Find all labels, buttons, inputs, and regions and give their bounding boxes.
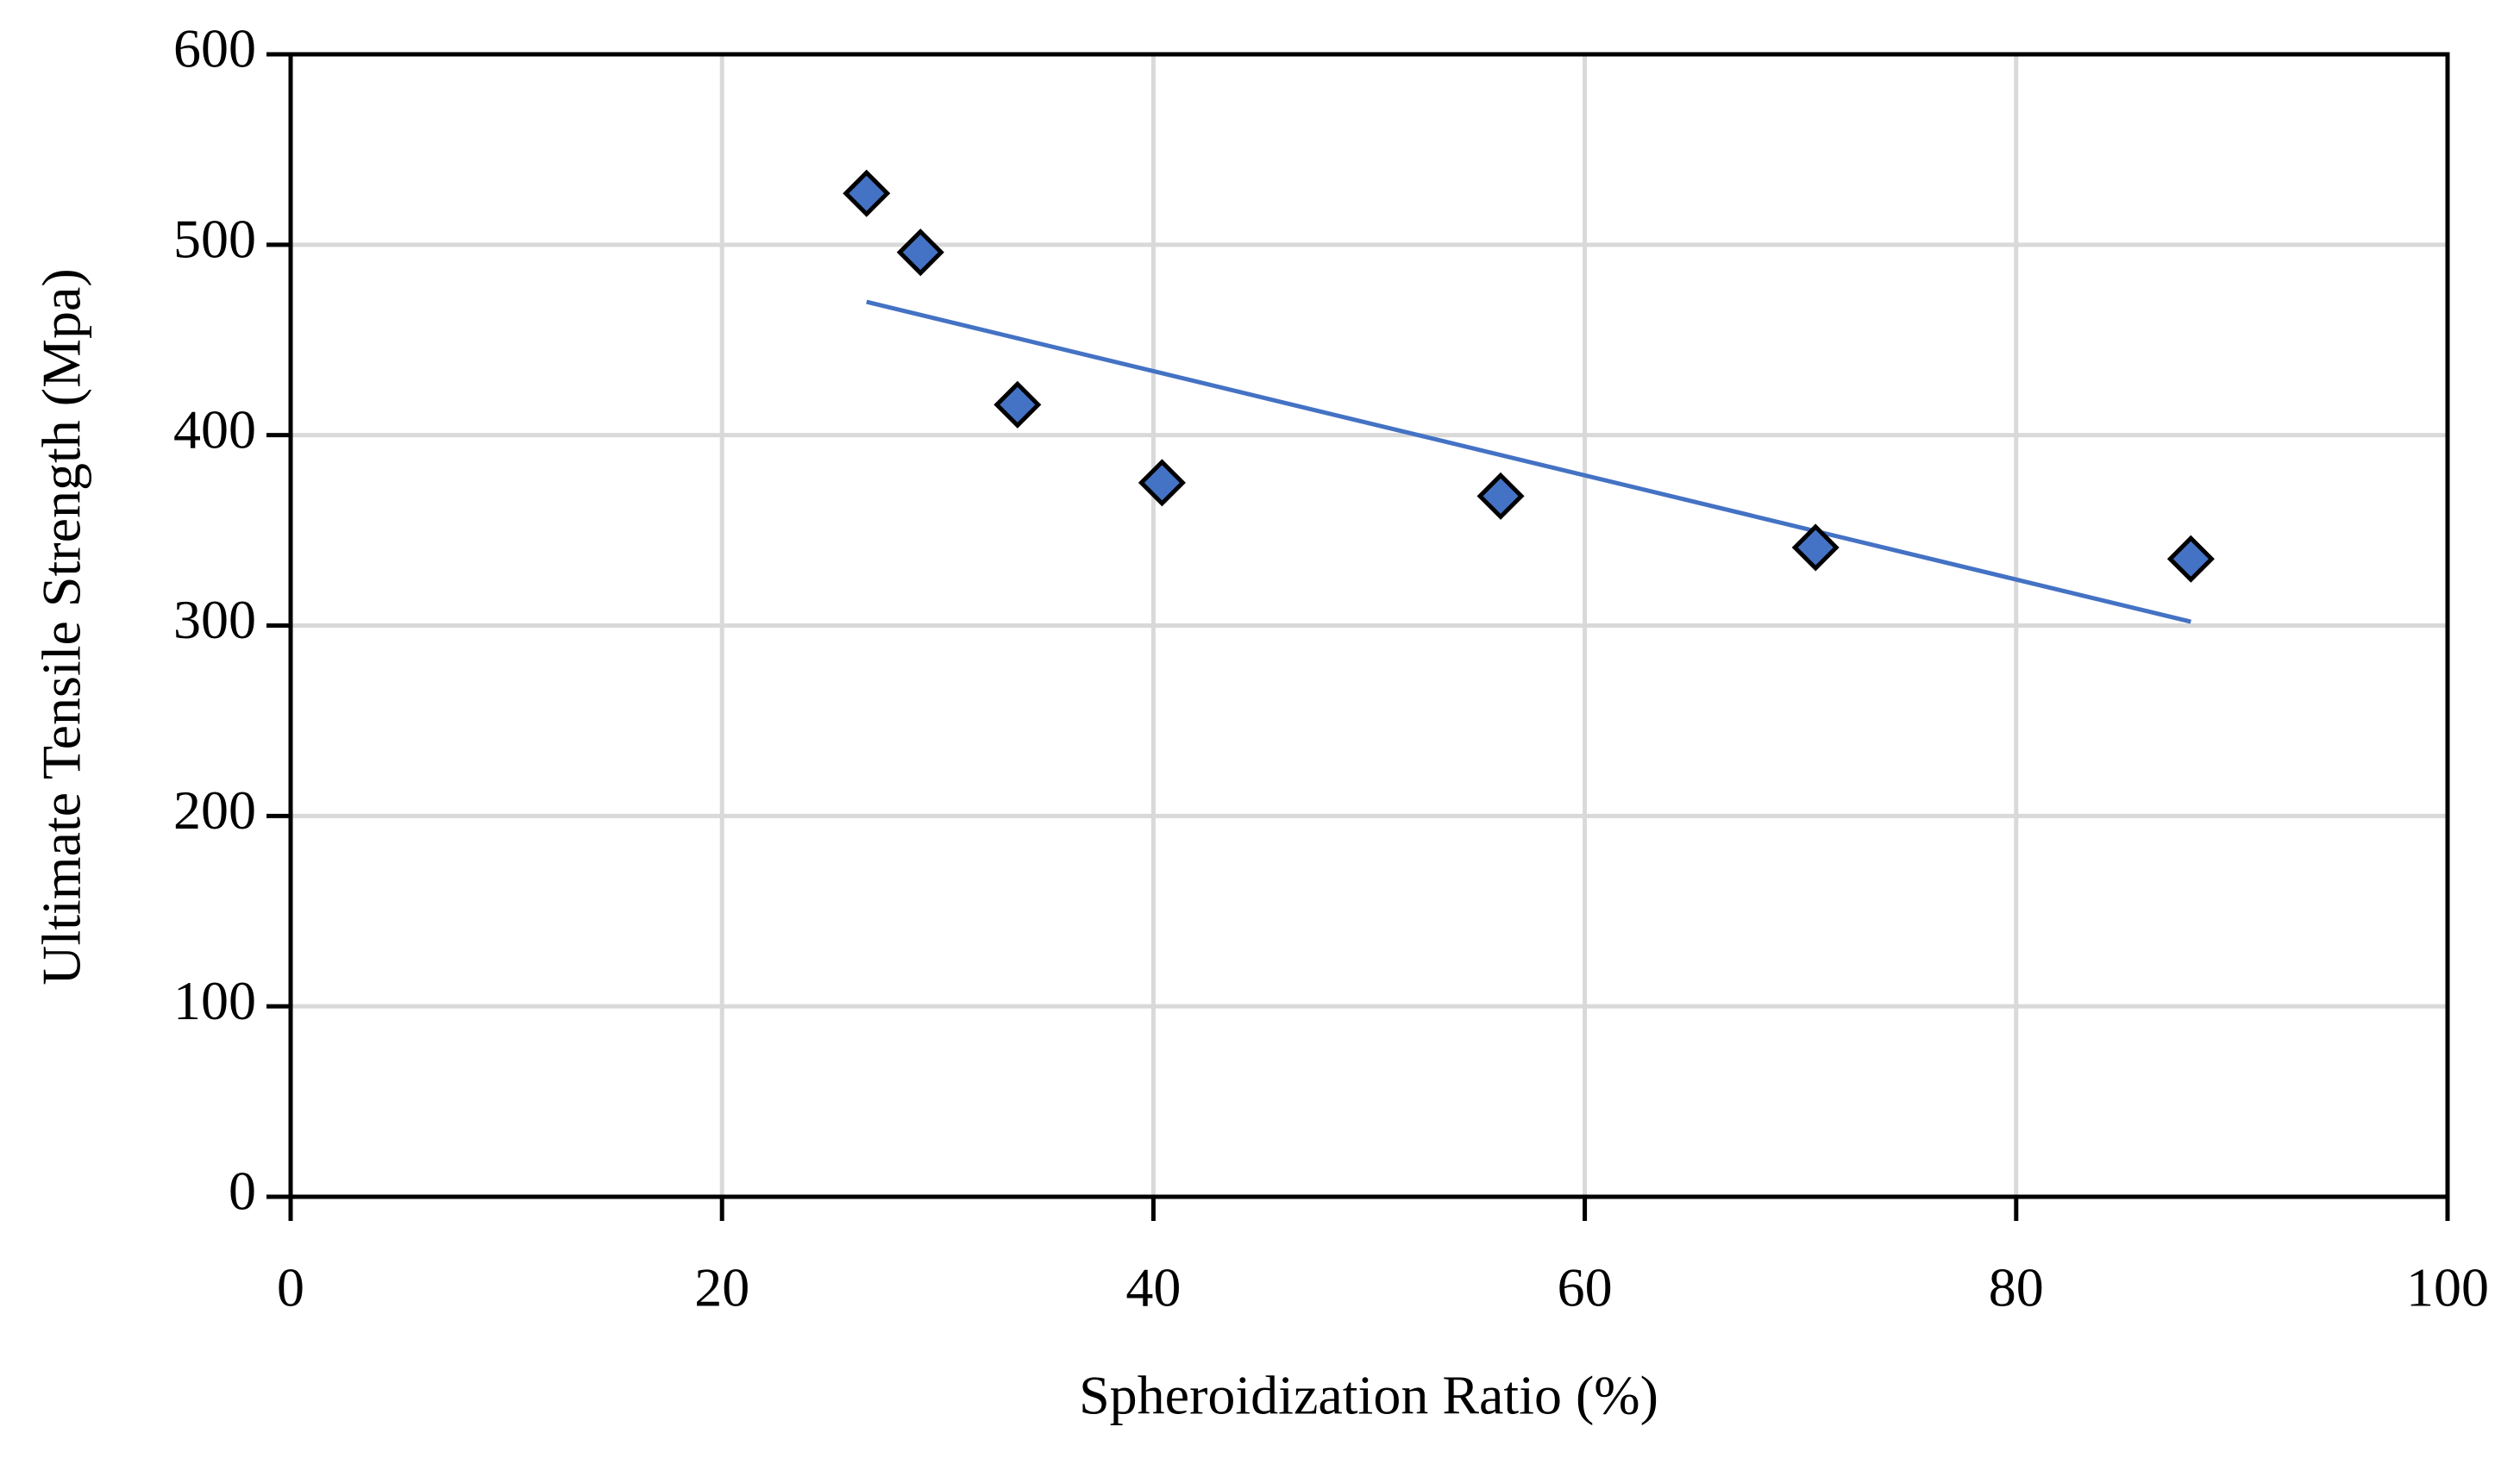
x-axis-label: Spheroidization Ratio (%): [1079, 1365, 1658, 1426]
y-tick-label: 500: [173, 209, 256, 270]
data-point: [1476, 472, 1525, 520]
x-tick-label: 0: [277, 1257, 304, 1318]
x-tick-label: 100: [2406, 1257, 2489, 1318]
data-point: [2166, 535, 2215, 583]
x-tick-label: 80: [1989, 1257, 2044, 1318]
y-tick-label: 300: [173, 589, 256, 650]
y-tick-label: 600: [173, 18, 256, 79]
plot-frame: [288, 52, 2450, 1199]
trendline: [866, 299, 2191, 624]
data-point: [1791, 523, 1840, 572]
data-point: [994, 380, 1042, 429]
x-tick-label: 40: [1125, 1257, 1181, 1318]
data-point: [843, 169, 891, 217]
y-tick-label: 400: [173, 398, 256, 460]
data-point: [896, 228, 944, 277]
y-axis-label: Ultimate Tensile Strength (Mpa): [31, 268, 92, 986]
data-point: [1138, 459, 1186, 507]
y-tick-label: 100: [173, 970, 256, 1031]
y-tick-label: 0: [229, 1161, 256, 1222]
x-tick-label: 20: [694, 1257, 749, 1318]
x-tick-label: 60: [1558, 1257, 1613, 1318]
y-tick-label: 200: [173, 779, 256, 841]
